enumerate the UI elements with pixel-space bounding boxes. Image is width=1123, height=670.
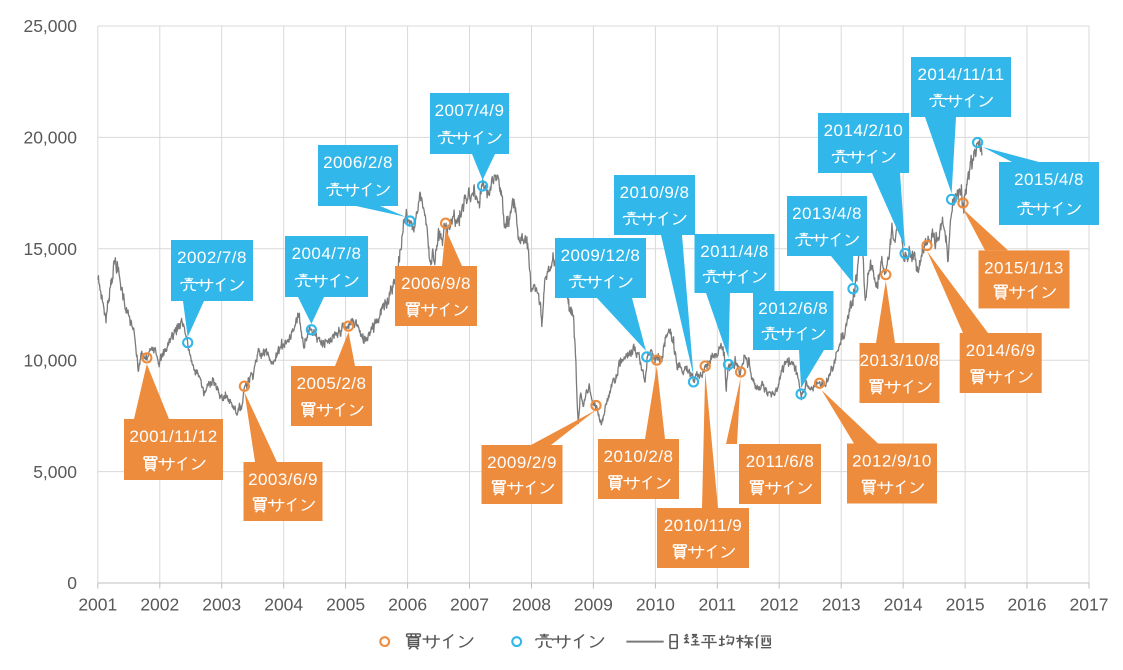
svg-text:2013/10/8: 2013/10/8 bbox=[860, 351, 940, 370]
svg-text:2012/9/10: 2012/9/10 bbox=[852, 452, 932, 471]
svg-text:2015: 2015 bbox=[946, 595, 985, 615]
svg-text:2014/6/9: 2014/6/9 bbox=[966, 341, 1036, 360]
svg-text:2010/9/8: 2010/9/8 bbox=[620, 183, 690, 202]
svg-text:2002/7/8: 2002/7/8 bbox=[177, 248, 247, 267]
svg-text:2007: 2007 bbox=[450, 595, 489, 615]
svg-text:2009: 2009 bbox=[574, 595, 613, 615]
svg-text:2009/2/9: 2009/2/9 bbox=[487, 453, 557, 472]
svg-text:25,000: 25,000 bbox=[23, 16, 77, 36]
svg-text:2012/6/8: 2012/6/8 bbox=[758, 299, 828, 318]
svg-text:2007/4/9: 2007/4/9 bbox=[435, 101, 505, 120]
svg-text:2008: 2008 bbox=[512, 595, 551, 615]
svg-text:2002: 2002 bbox=[140, 595, 179, 615]
svg-text:2010/2/8: 2010/2/8 bbox=[604, 447, 674, 466]
svg-text:2016: 2016 bbox=[1008, 595, 1047, 615]
svg-text:2011/4/8: 2011/4/8 bbox=[700, 242, 769, 261]
svg-text:2001: 2001 bbox=[78, 595, 117, 615]
svg-text:2011/6/8: 2011/6/8 bbox=[746, 452, 815, 471]
svg-text:2001/11/12: 2001/11/12 bbox=[129, 427, 217, 446]
svg-text:5,000: 5,000 bbox=[33, 462, 77, 482]
svg-text:2004/7/8: 2004/7/8 bbox=[292, 244, 362, 263]
svg-text:2004: 2004 bbox=[264, 595, 303, 615]
svg-text:2006/2/8: 2006/2/8 bbox=[323, 153, 393, 172]
svg-text:2011: 2011 bbox=[698, 595, 736, 615]
svg-text:15,000: 15,000 bbox=[23, 239, 77, 259]
svg-text:2012: 2012 bbox=[760, 595, 799, 615]
svg-text:2003: 2003 bbox=[202, 595, 241, 615]
svg-text:2013: 2013 bbox=[822, 595, 861, 615]
svg-text:2005/2/8: 2005/2/8 bbox=[297, 374, 367, 393]
svg-text:2003/6/9: 2003/6/9 bbox=[248, 470, 318, 489]
svg-text:2014: 2014 bbox=[884, 595, 923, 615]
svg-text:2014/2/10: 2014/2/10 bbox=[824, 121, 904, 140]
svg-text:2015/4/8: 2015/4/8 bbox=[1014, 170, 1084, 189]
svg-text:2017: 2017 bbox=[1070, 595, 1109, 615]
svg-text:2005: 2005 bbox=[326, 595, 365, 615]
svg-text:2010/11/9: 2010/11/9 bbox=[664, 516, 742, 535]
svg-text:20,000: 20,000 bbox=[23, 128, 77, 148]
svg-text:10,000: 10,000 bbox=[23, 350, 77, 370]
svg-text:2006/9/8: 2006/9/8 bbox=[401, 274, 471, 293]
svg-text:2014/11/11: 2014/11/11 bbox=[917, 65, 1004, 84]
svg-text:2013/4/8: 2013/4/8 bbox=[792, 204, 862, 223]
svg-text:2015/1/13: 2015/1/13 bbox=[984, 258, 1064, 277]
svg-text:2006: 2006 bbox=[388, 595, 427, 615]
svg-text:2009/12/8: 2009/12/8 bbox=[561, 246, 641, 265]
svg-text:2010: 2010 bbox=[636, 595, 675, 615]
svg-text:0: 0 bbox=[67, 573, 77, 593]
